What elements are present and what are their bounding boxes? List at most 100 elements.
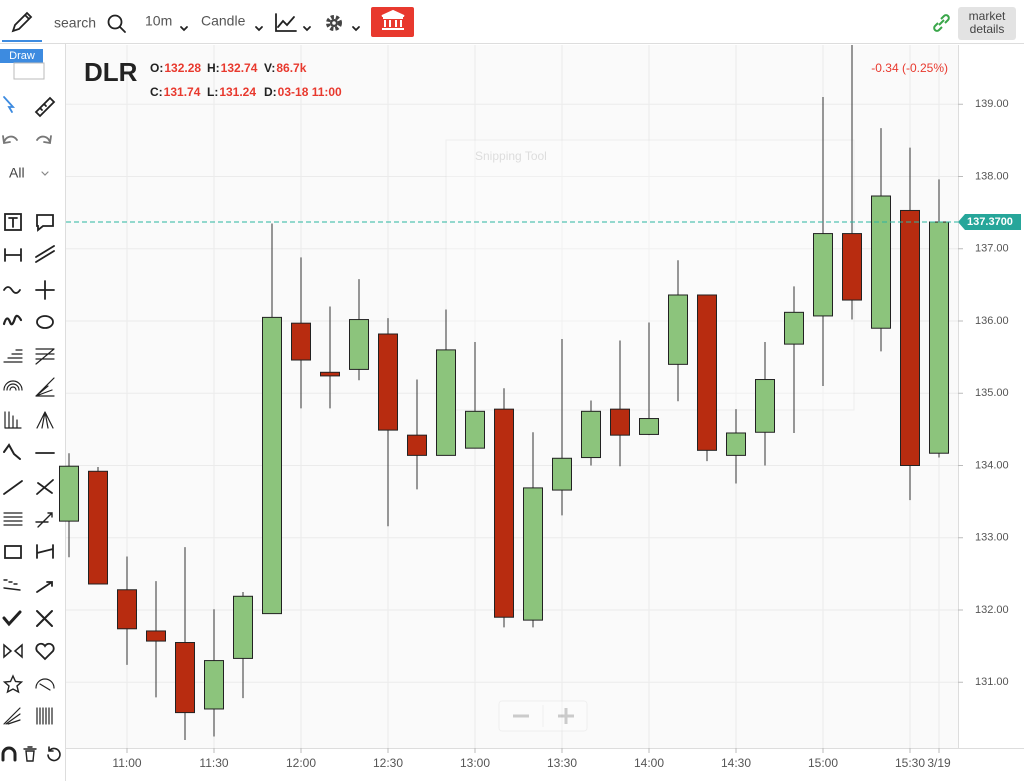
channel-tool[interactable] bbox=[35, 245, 55, 263]
x-tick-label: 14:00 bbox=[634, 756, 664, 770]
field-label: L: bbox=[207, 85, 218, 99]
link-icon[interactable] bbox=[933, 14, 950, 32]
freehand-tool[interactable] bbox=[2, 314, 23, 326]
candle-body bbox=[639, 418, 659, 435]
parallel-tool[interactable] bbox=[3, 512, 23, 526]
candle-body bbox=[59, 465, 79, 522]
redo[interactable] bbox=[36, 135, 52, 145]
zigzag-tool[interactable] bbox=[3, 443, 21, 460]
candle-body bbox=[349, 319, 369, 370]
range-tool[interactable] bbox=[4, 248, 22, 262]
field-label: V: bbox=[264, 61, 275, 75]
candle-body bbox=[755, 379, 775, 433]
symbol: DLR bbox=[84, 57, 138, 87]
magnet-tool[interactable] bbox=[1, 746, 17, 762]
drawing-tools bbox=[1, 96, 61, 762]
candle-body bbox=[117, 589, 137, 630]
x-tick-label: 13:30 bbox=[547, 756, 577, 770]
cursor-tool[interactable] bbox=[3, 96, 16, 113]
text-tool[interactable] bbox=[4, 213, 22, 231]
pencil-icon bbox=[11, 11, 33, 33]
candle-body bbox=[610, 408, 630, 436]
chart-style-selector[interactable]: Candle bbox=[201, 13, 246, 29]
y-tick-label: 134.00 bbox=[975, 459, 1009, 471]
ruler-tool[interactable] bbox=[34, 96, 56, 118]
callout-tool[interactable] bbox=[36, 214, 54, 232]
candle-body bbox=[726, 432, 746, 456]
draw-tab[interactable] bbox=[0, 49, 43, 63]
field-label: D: bbox=[264, 85, 277, 99]
fib-tool[interactable] bbox=[3, 349, 23, 363]
x-tick-label: 3/19 bbox=[927, 756, 951, 770]
candle-body bbox=[175, 642, 195, 714]
x-tick-label: 12:00 bbox=[286, 756, 316, 770]
market-details-button[interactable]: market details bbox=[958, 7, 1016, 40]
field-label: H: bbox=[207, 61, 220, 75]
candle-body bbox=[291, 322, 311, 361]
cycles-tool[interactable] bbox=[36, 707, 53, 725]
candle-body bbox=[378, 333, 398, 431]
rectangle-tool[interactable] bbox=[4, 545, 22, 559]
y-tick-label: 135.00 bbox=[975, 387, 1009, 399]
interval-selector[interactable]: 10m bbox=[145, 13, 172, 29]
fan-tool[interactable] bbox=[3, 707, 21, 725]
measure-tool[interactable] bbox=[36, 544, 54, 559]
candle-body bbox=[262, 316, 282, 615]
pitchfork-tool[interactable] bbox=[36, 411, 54, 429]
draw-panel-handle[interactable] bbox=[13, 62, 45, 80]
cross-mark-tool[interactable] bbox=[36, 610, 53, 627]
current-price-label: 137.3700 bbox=[967, 216, 1013, 228]
fib-fan-tool[interactable] bbox=[35, 348, 55, 365]
search-label[interactable]: search bbox=[54, 15, 96, 31]
x-tick-label: 15:00 bbox=[808, 756, 838, 770]
arrow-tool[interactable] bbox=[36, 581, 53, 593]
candle-body bbox=[146, 630, 166, 642]
star-tool[interactable] bbox=[2, 674, 24, 694]
field-value: 132.74 bbox=[221, 61, 258, 75]
cross-line-tool[interactable] bbox=[36, 479, 54, 495]
overlay-title: Snipping Tool bbox=[475, 149, 547, 163]
settings-button[interactable] bbox=[326, 15, 360, 32]
caret bbox=[180, 26, 188, 32]
x-tick-label: 15:30 bbox=[895, 756, 925, 770]
y-tick-label: 133.00 bbox=[975, 532, 1009, 544]
trend-line-tool[interactable] bbox=[3, 480, 23, 495]
indicators-button[interactable] bbox=[275, 13, 311, 32]
y-tick-label: 136.00 bbox=[975, 315, 1009, 327]
candle-body bbox=[697, 294, 717, 451]
heart-tool[interactable] bbox=[35, 642, 55, 661]
ohlc-fields: O: 132.28 H: 132.74 V: 86.7k C: 131.74 L: 131.24 D… bbox=[150, 61, 342, 99]
plot-area bbox=[66, 45, 958, 748]
filter-selector[interactable]: All bbox=[9, 165, 25, 181]
projection-tool[interactable] bbox=[35, 512, 53, 528]
check-tool[interactable] bbox=[2, 610, 22, 627]
crosshair-tool[interactable] bbox=[35, 280, 55, 300]
time-zone-tool[interactable] bbox=[4, 411, 22, 429]
trash-tool[interactable] bbox=[23, 746, 37, 762]
zoom-controls bbox=[498, 700, 588, 732]
draw-button[interactable] bbox=[2, 11, 42, 42]
x-tick-label: 11:00 bbox=[112, 756, 141, 770]
search-icon[interactable] bbox=[107, 14, 126, 33]
field-value: 131.24 bbox=[219, 85, 256, 99]
ellipse-tool[interactable] bbox=[36, 315, 54, 329]
candle-body bbox=[929, 221, 949, 454]
candle-body bbox=[494, 408, 514, 618]
bank-button[interactable] bbox=[371, 7, 414, 37]
caret bbox=[41, 171, 49, 176]
arc-tool[interactable] bbox=[3, 380, 23, 391]
gann-tool[interactable] bbox=[35, 377, 55, 397]
speed-tool[interactable] bbox=[35, 678, 55, 691]
field-value: 132.28 bbox=[164, 61, 201, 75]
gap-tool[interactable] bbox=[3, 579, 21, 591]
bowtie-tool[interactable] bbox=[3, 643, 23, 659]
wave-tool[interactable] bbox=[3, 286, 21, 294]
caret bbox=[255, 26, 263, 32]
field-value: 131.74 bbox=[164, 85, 201, 99]
undo[interactable] bbox=[2, 135, 18, 145]
field-label: C: bbox=[150, 85, 163, 99]
zoom-in[interactable] bbox=[558, 708, 574, 724]
x-tick-label: 12:30 bbox=[373, 756, 403, 770]
x-tick-label: 14:30 bbox=[721, 756, 751, 770]
reset-tool[interactable] bbox=[47, 746, 61, 762]
